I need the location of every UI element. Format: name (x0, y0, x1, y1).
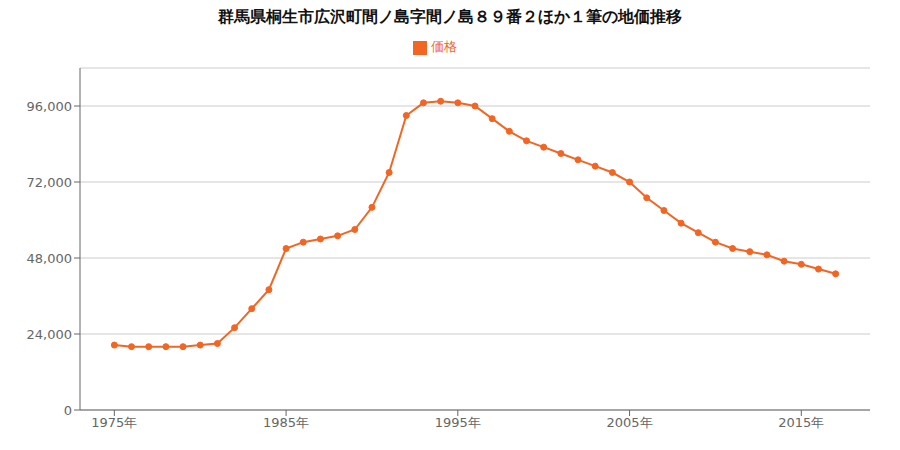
html-text:価格: 価格 (431, 39, 457, 54)
svg-text:72,000: 72,000 (27, 175, 73, 190)
svg-text:24,000: 24,000 (27, 327, 73, 342)
svg-text:2015年: 2015年 (778, 415, 824, 430)
html-text:群馬県桐生市広沢町間ノ島字間ノ島８９番２ほか１筆の地価推移: 群馬県桐生市広沢町間ノ島字間ノ島８９番２ほか１筆の地価推移 (218, 7, 682, 26)
svg-text:48,000: 48,000 (27, 251, 73, 266)
svg-text:0: 0 (64, 403, 72, 418)
svg-text:1975年: 1975年 (91, 415, 137, 430)
svg-text:1995年: 1995年 (435, 415, 481, 430)
svg-text:2005年: 2005年 (607, 415, 653, 430)
svg-text:96,000: 96,000 (27, 99, 73, 114)
svg-text:1985年: 1985年 (263, 415, 309, 430)
